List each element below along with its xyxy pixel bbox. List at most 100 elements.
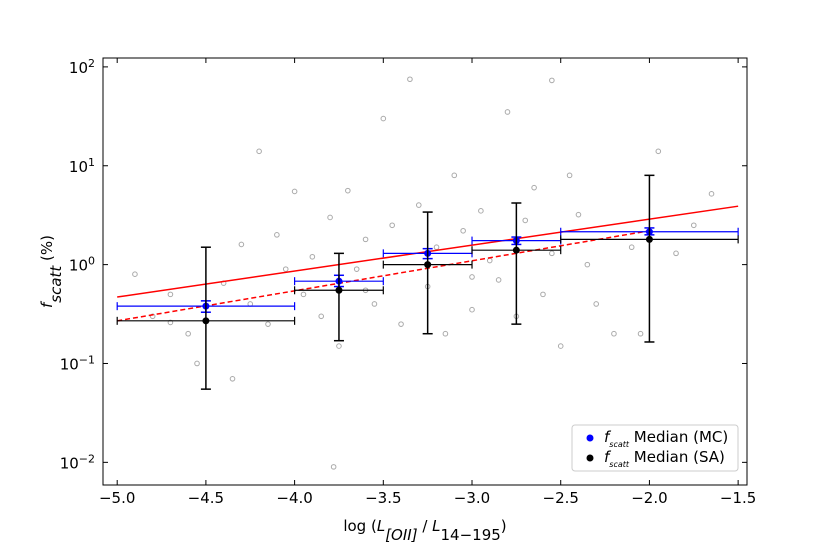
- data-point: [167, 319, 174, 326]
- data-point: [655, 148, 662, 155]
- data-point: [504, 109, 511, 115]
- data-point: [708, 191, 715, 197]
- data-point: [194, 360, 200, 367]
- label-part: 14−195: [441, 526, 501, 544]
- data-point: [584, 261, 591, 268]
- fit-line: [117, 230, 650, 322]
- label-part: /: [418, 517, 433, 535]
- median-point: [335, 286, 343, 294]
- data-point: [469, 306, 475, 313]
- legend-label: fscatt Median (SA): [604, 448, 725, 469]
- data-point: [486, 257, 493, 264]
- label-part: log (: [343, 517, 377, 535]
- median-point: [202, 317, 210, 325]
- label-part: scatt: [609, 440, 630, 449]
- data-point: [549, 250, 555, 257]
- data-point: [238, 241, 245, 248]
- data-point: [460, 227, 466, 234]
- legend-label: fscatt Median (MC): [604, 428, 728, 449]
- y-tick-exponent: 2: [88, 56, 95, 69]
- data-point: [690, 222, 697, 229]
- data-point: [442, 330, 449, 337]
- data-point: [389, 222, 395, 229]
- data-point: [185, 330, 191, 337]
- label-part: Median (MC): [629, 428, 728, 446]
- y-tick-label: 101: [69, 155, 95, 176]
- data-point: [611, 330, 617, 337]
- x-tick-label: −4.5: [188, 489, 224, 507]
- y-tick-exponent: −2: [79, 452, 95, 465]
- y-tick-base: 10: [69, 158, 88, 176]
- median-point: [645, 235, 653, 243]
- data-point: [628, 244, 635, 251]
- x-tick-label: −3.5: [365, 489, 401, 507]
- y-tick-exponent: 0: [88, 254, 95, 267]
- x-axis-label: log (L[OII] / L14−195): [343, 517, 506, 544]
- label-part: f: [604, 428, 612, 446]
- y-tick-label: 10−1: [60, 353, 95, 374]
- y-tick-base: 10: [69, 59, 88, 77]
- data-point: [637, 330, 644, 337]
- x-tick-label: −5.0: [99, 489, 135, 507]
- median-point: [512, 246, 520, 254]
- data-point: [557, 343, 564, 349]
- data-point: [336, 343, 342, 349]
- label-part: scatt: [609, 460, 630, 469]
- data-point: [291, 188, 298, 195]
- y-tick-base: 10: [60, 454, 79, 472]
- data-point: [345, 187, 351, 194]
- y-tick-label: 10−2: [60, 452, 95, 473]
- data-point: [469, 274, 475, 280]
- label-part: ): [501, 517, 507, 535]
- x-tick-label: −1.5: [720, 489, 756, 507]
- data-point: [149, 313, 156, 320]
- label-part: L: [432, 517, 440, 535]
- label-part: f: [604, 448, 612, 466]
- y-tick-base: 10: [60, 355, 79, 373]
- y-tick-exponent: 1: [88, 155, 95, 168]
- data-point: [549, 77, 555, 84]
- data-point: [353, 266, 360, 272]
- label-part: scatt: [47, 265, 65, 303]
- label-part: Median (SA): [629, 448, 725, 466]
- label-part: (%): [38, 235, 56, 266]
- data-point: [522, 217, 529, 224]
- data-point: [327, 214, 333, 221]
- plot-frame: [102, 57, 748, 486]
- data-point: [318, 313, 325, 320]
- data-point: [495, 277, 502, 283]
- data-point: [132, 271, 138, 277]
- legend-marker: [586, 454, 594, 462]
- data-point: [415, 202, 422, 208]
- data-point: [673, 250, 679, 257]
- data-point: [330, 464, 337, 470]
- data-point: [371, 301, 378, 307]
- data-point: [167, 291, 174, 298]
- data-point: [274, 232, 280, 238]
- data-point: [593, 301, 600, 307]
- data-point: [407, 76, 413, 83]
- data-point: [478, 208, 484, 214]
- label-part: L: [377, 517, 385, 535]
- data-point: [566, 172, 573, 179]
- data-point: [362, 236, 369, 243]
- median-point: [424, 261, 432, 269]
- data-point: [300, 291, 307, 298]
- data-point: [398, 321, 404, 327]
- data-point: [282, 266, 289, 272]
- x-tick-label: −2.0: [631, 489, 667, 507]
- data-point: [451, 172, 458, 179]
- legend-marker: [586, 434, 594, 442]
- x-tick-label: −2.5: [543, 489, 579, 507]
- data-point: [256, 148, 262, 155]
- data-point: [531, 184, 537, 191]
- data-point: [309, 253, 316, 260]
- x-tick-label: −4.0: [276, 489, 312, 507]
- y-tick-label: 102: [69, 56, 95, 77]
- data-point: [433, 244, 440, 251]
- data-point: [540, 291, 546, 298]
- legend-box: [571, 424, 739, 472]
- y-tick-label: 100: [69, 254, 95, 275]
- data-point: [265, 321, 271, 327]
